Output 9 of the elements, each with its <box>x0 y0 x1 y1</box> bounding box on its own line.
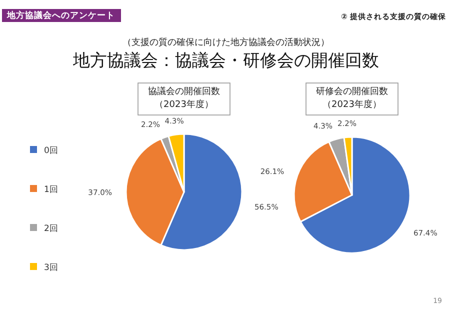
legend-label: 3回 <box>44 263 58 273</box>
legend-label: 1回 <box>44 185 58 195</box>
text: 地方協議会：協議会・研修会の開催回数 <box>72 51 379 71</box>
chart-title: 協議会の開催回数（2023年度） <box>148 86 220 110</box>
legend-label: 0回 <box>44 146 58 156</box>
chart-title: 研修会の開催回数（2023年度） <box>316 86 388 110</box>
text: （支援の質の確保に向けた地方協議会の活動状況） <box>122 37 330 48</box>
text: 地方協議会へのアンケート <box>6 10 115 21</box>
legend-label: 2回 <box>44 224 58 234</box>
